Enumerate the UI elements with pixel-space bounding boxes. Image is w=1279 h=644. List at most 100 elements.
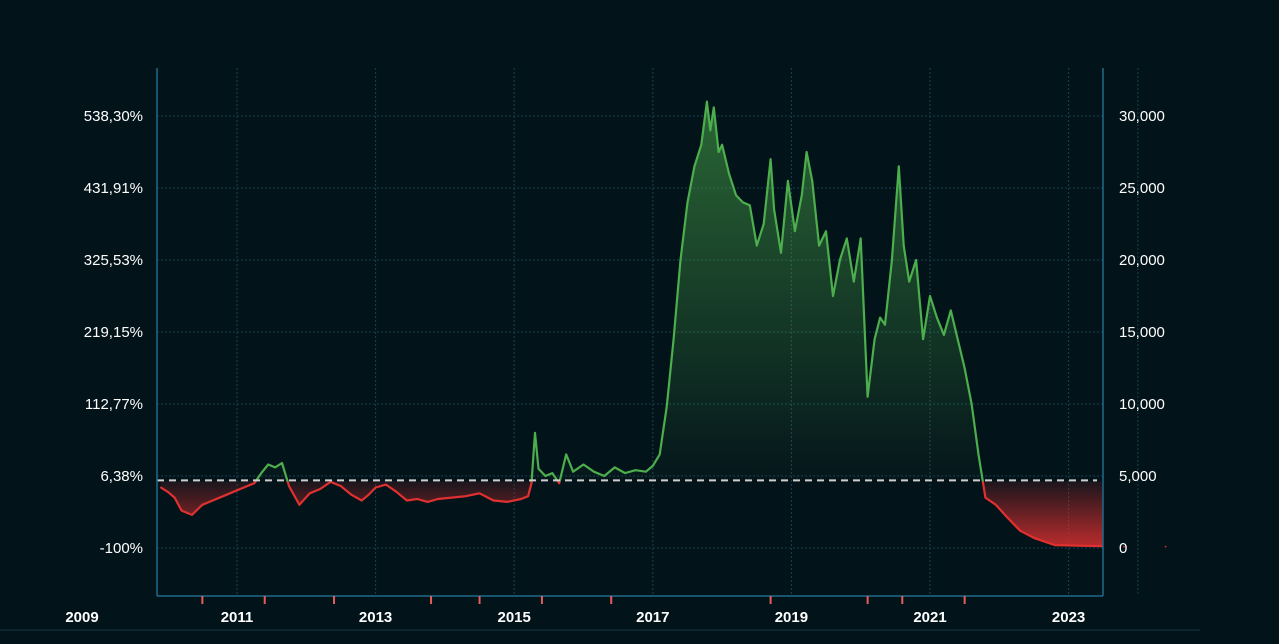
data-point — [1164, 545, 1167, 548]
data-point — [551, 472, 554, 474]
area-fills — [160, 101, 1103, 547]
left-tick-label: 219,15% — [84, 324, 143, 341]
data-point — [281, 462, 283, 464]
data-point — [416, 498, 419, 500]
data-point — [201, 503, 204, 506]
data-point — [929, 295, 931, 297]
data-point — [260, 472, 263, 474]
data-point — [374, 486, 377, 489]
data-point — [970, 403, 973, 405]
data-point — [492, 499, 495, 502]
data-point — [450, 496, 453, 499]
data-point — [956, 338, 959, 341]
data-point — [994, 503, 997, 506]
data-point — [478, 492, 481, 495]
data-point — [811, 179, 814, 182]
right-tick-label: 20,000 — [1119, 252, 1165, 269]
data-point — [173, 496, 176, 499]
data-point — [506, 501, 509, 503]
data-point — [572, 470, 574, 473]
data-point — [191, 514, 193, 516]
data-point — [852, 280, 855, 283]
left-tick-label: -100% — [100, 540, 143, 557]
data-point — [818, 244, 820, 247]
right-tick-label: 0 — [1119, 540, 1127, 557]
left-tick-label: 6,38% — [100, 468, 143, 485]
data-point — [794, 230, 796, 233]
data-point — [762, 223, 765, 225]
data-point — [385, 483, 387, 486]
data-point — [298, 503, 301, 506]
data-point — [748, 204, 751, 207]
data-point — [769, 158, 772, 161]
data-point — [593, 470, 595, 473]
area-fill-above — [160, 101, 1103, 482]
data-point — [706, 100, 708, 103]
data-point — [879, 316, 881, 319]
right-tick-label: 30,000 — [1119, 108, 1165, 125]
data-point — [897, 165, 900, 168]
series-line-below — [160, 481, 1103, 548]
data-point — [1019, 529, 1021, 532]
x-tick-label: 2011 — [221, 609, 254, 626]
data-point — [977, 453, 980, 456]
data-point — [908, 280, 911, 283]
data-point — [1005, 515, 1008, 518]
series-lines — [157, 100, 1167, 548]
data-point — [537, 467, 540, 470]
data-point — [949, 309, 952, 312]
data-point — [665, 406, 668, 408]
data-point — [308, 492, 311, 495]
x-tick-label: 2021 — [913, 609, 946, 626]
data-point — [395, 490, 398, 493]
data-point — [329, 480, 332, 483]
data-point — [845, 237, 848, 240]
data-point — [1123, 545, 1125, 548]
data-point — [832, 295, 834, 297]
data-point — [645, 470, 647, 473]
data-point — [709, 129, 712, 132]
tick-labels: 538,30% 431,91% 325,53% 219,15% 112,77% 6,38%… — [65, 108, 1165, 626]
series-line-above — [254, 100, 984, 482]
data-point — [825, 230, 827, 233]
data-point — [464, 495, 467, 498]
data-point — [253, 482, 256, 485]
data-point — [534, 431, 536, 434]
data-point — [527, 495, 529, 498]
data-point — [558, 482, 561, 485]
data-point — [693, 165, 696, 168]
data-point — [530, 482, 533, 485]
data-point — [755, 244, 758, 247]
x-tick-label: 2013 — [359, 609, 392, 626]
data-point — [624, 472, 626, 474]
data-point — [686, 201, 689, 204]
data-point — [1081, 544, 1084, 547]
data-point — [773, 208, 775, 211]
data-point — [984, 496, 987, 499]
data-point — [866, 395, 869, 398]
left-tick-label: 325,53% — [84, 252, 143, 269]
data-point — [613, 466, 616, 469]
data-point — [658, 453, 661, 456]
data-point — [712, 106, 715, 109]
data-point — [735, 194, 737, 197]
data-point — [232, 490, 235, 493]
right-tick-label: 15,000 — [1119, 324, 1165, 341]
data-point — [603, 475, 606, 477]
data-point — [728, 172, 730, 175]
data-point — [544, 475, 547, 477]
data-point — [274, 466, 276, 469]
right-tick-label: 25,000 — [1119, 180, 1165, 197]
data-point — [1053, 544, 1056, 546]
data-point — [288, 485, 290, 487]
data-point — [780, 251, 782, 254]
data-point — [800, 194, 803, 197]
data-point — [159, 486, 162, 489]
left-tick-label: 431,91% — [84, 180, 143, 197]
data-point — [805, 151, 808, 153]
x-tick-label: 2015 — [498, 609, 531, 626]
data-point — [565, 453, 568, 456]
data-point — [651, 465, 654, 467]
axes — [0, 68, 1200, 631]
